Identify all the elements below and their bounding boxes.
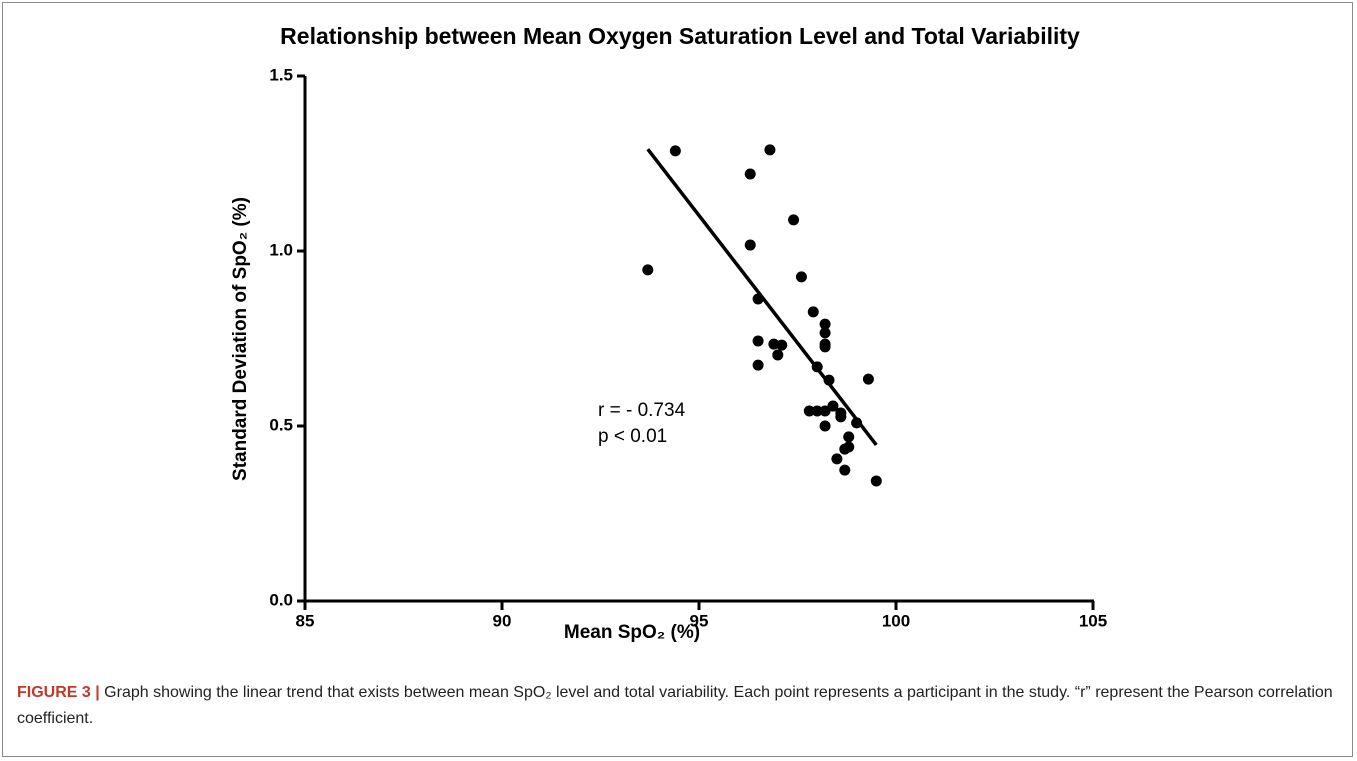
x-tick-label: 95: [690, 611, 709, 630]
point: [752, 335, 764, 347]
chart: Relationship between Mean Oxygen Saturat…: [230, 23, 1107, 643]
point: [642, 264, 654, 276]
point: [839, 443, 851, 455]
point: [776, 339, 788, 351]
point: [811, 361, 823, 373]
point: [752, 359, 764, 371]
y-tick-label: 0.5: [269, 415, 293, 434]
point: [788, 214, 800, 226]
point: [803, 405, 815, 417]
point: [811, 405, 823, 417]
point: [843, 431, 855, 443]
point: [819, 341, 831, 353]
caption: FIGURE 3 | Graph showing the linear tren…: [17, 680, 1339, 732]
point: [831, 453, 843, 465]
y-tick-label: 0.0: [269, 590, 293, 609]
point: [819, 327, 831, 339]
point: [819, 405, 831, 417]
x-axis-label: Mean SpO₂ (%): [564, 622, 700, 643]
point: [823, 374, 835, 386]
y-tick-label: 1.5: [269, 65, 293, 84]
x-tick-label: 85: [296, 611, 315, 630]
point: [744, 239, 756, 251]
point: [669, 145, 681, 157]
point: [851, 417, 863, 429]
point: [744, 168, 756, 180]
point: [807, 306, 819, 318]
point: [870, 475, 882, 487]
y-axis-label: Standard Deviation of SpO₂ (%): [230, 197, 251, 481]
point: [819, 420, 831, 432]
caption-label: FIGURE 3 |: [17, 684, 100, 701]
point: [827, 400, 839, 412]
point: [764, 144, 776, 156]
point: [835, 411, 847, 423]
annotation: p < 0.01: [598, 426, 667, 447]
point: [752, 293, 764, 305]
point: [772, 349, 784, 361]
y-tick-label: 1.0: [269, 240, 293, 259]
x-tick-label: 105: [1079, 611, 1107, 630]
chart-title: Relationship between Mean Oxygen Saturat…: [280, 23, 1080, 49]
annotation: r = - 0.734: [598, 400, 686, 421]
x-tick-label: 90: [493, 611, 512, 630]
point: [839, 464, 851, 476]
caption-text: Graph showing the linear trend that exis…: [17, 684, 1333, 727]
x-tick-label: 100: [882, 611, 910, 630]
point: [819, 318, 831, 330]
point: [862, 373, 874, 385]
point: [795, 271, 807, 283]
